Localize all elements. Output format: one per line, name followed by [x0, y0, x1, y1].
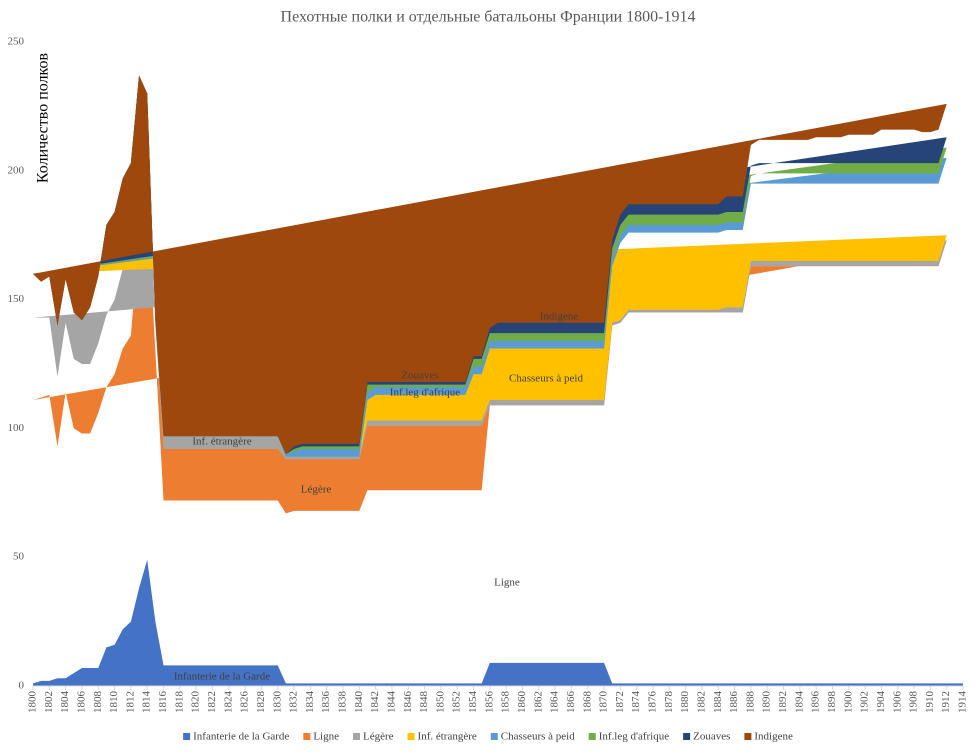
- x-tick-label: 1886: [728, 691, 740, 714]
- x-tick-label: 1814: [141, 691, 153, 714]
- x-tick-label: 1834: [304, 691, 316, 714]
- x-tick-label: 1910: [924, 691, 936, 714]
- legend-label: Inf. étrangère: [418, 731, 477, 743]
- x-tick-label: 1844: [385, 691, 397, 714]
- area: [33, 75, 947, 455]
- x-tick-label: 1804: [59, 691, 71, 714]
- area-label: Chasseurs à peid: [509, 373, 583, 385]
- legend-label: Chasseurs à peid: [501, 731, 575, 743]
- y-tick-label: 200: [8, 164, 25, 176]
- x-tick-label: 1800: [27, 691, 39, 714]
- chart-title: Пехотные полки и отдельные батальоны Фра…: [281, 9, 696, 26]
- x-tick-label: 1832: [288, 691, 300, 713]
- x-tick-label: 1852: [451, 691, 463, 713]
- x-tick-label: 1836: [320, 691, 332, 714]
- legend-label: Indigene: [754, 731, 793, 743]
- x-tick-label: 1882: [695, 691, 707, 713]
- y-tick-label: 150: [8, 293, 25, 305]
- x-tick-label: 1858: [500, 691, 512, 714]
- x-tick-label: 1874: [630, 691, 642, 714]
- x-tick-label: 1912: [940, 691, 952, 713]
- y-tick-label: 0: [19, 680, 25, 692]
- x-tick-label: 1900: [842, 691, 854, 714]
- x-tick-label: 1878: [663, 691, 675, 714]
- x-tick-label: 1880: [679, 691, 691, 714]
- x-tick-label: 1830: [271, 691, 283, 714]
- legend-swatch: [183, 733, 191, 740]
- area-label: Légère: [301, 484, 332, 496]
- x-tick-label: 1870: [598, 691, 610, 714]
- x-tick-label: 1808: [92, 691, 104, 714]
- x-tick-label: 1810: [108, 691, 120, 714]
- x-tick-label: 1820: [190, 691, 202, 714]
- legend: Infanterie de la Garde Ligne Légère Inf. ét…: [183, 731, 793, 743]
- legend-swatch: [353, 733, 360, 740]
- area: [33, 559, 963, 686]
- x-tick-label: 1806: [75, 691, 87, 714]
- area-label: Inf.leg d'afrique: [390, 387, 461, 399]
- area-label: Ligne: [494, 577, 520, 589]
- legend-label: Zouaves: [693, 731, 730, 743]
- x-tick-label: 1884: [712, 691, 724, 714]
- legend-label: Infanterie de la Garde: [193, 731, 289, 743]
- y-tick-label: 50: [13, 551, 25, 563]
- x-tick-label: 1868: [581, 691, 593, 714]
- x-tick-label: 1840: [353, 691, 365, 714]
- y-tick-label: 250: [8, 36, 25, 48]
- x-tick-label: 1862: [532, 691, 544, 713]
- x-tick-label: 1908: [908, 691, 920, 714]
- x-tick-label: 1850: [434, 691, 446, 714]
- x-tick-label: 1822: [206, 691, 218, 713]
- x-tick-label: 1914: [957, 691, 969, 714]
- x-tick-label: 1894: [793, 691, 805, 714]
- legend-swatch: [744, 733, 752, 740]
- x-tick-label: 1906: [891, 691, 903, 714]
- x-tick-label: 1846: [402, 691, 414, 714]
- x-tick-label: 1848: [418, 691, 430, 714]
- x-tick-label: 1802: [43, 691, 55, 713]
- legend-swatch: [683, 733, 691, 740]
- x-tick-label: 1892: [777, 691, 789, 713]
- y-tick-label: 100: [8, 422, 25, 434]
- area-label: Infanterie de la Garde: [174, 671, 270, 683]
- legend-label: Ligne: [313, 731, 339, 743]
- x-tick-label: 1860: [516, 691, 528, 714]
- x-tick-label: 1872: [614, 691, 626, 713]
- area-label: Inf. étrangère: [192, 436, 251, 448]
- x-tick-label: 1890: [761, 691, 773, 714]
- x-tick-label: 1876: [647, 691, 659, 714]
- x-tick-label: 1854: [467, 691, 479, 714]
- legend-swatch: [588, 733, 596, 740]
- x-tick-label: 1828: [255, 691, 267, 714]
- x-tick-label: 1898: [826, 691, 838, 714]
- x-tick-label: 1896: [810, 691, 822, 714]
- x-tick-label: 1816: [157, 691, 169, 714]
- x-tick-label: 1866: [565, 691, 577, 714]
- legend-label: Inf.leg d'afrique: [599, 731, 670, 743]
- x-tick-label: 1904: [875, 691, 887, 714]
- x-tick-label: 1856: [483, 691, 495, 714]
- x-tick-label: 1826: [239, 691, 251, 714]
- legend-label: Légère: [363, 731, 394, 743]
- x-tick-label: 1842: [369, 691, 381, 713]
- x-tick-label: 1812: [124, 691, 136, 713]
- x-tick-label: 1888: [744, 691, 756, 714]
- x-tick-label: 1824: [222, 691, 234, 714]
- area-label: Indigene: [540, 311, 579, 323]
- area-label: Zouaves: [401, 370, 438, 382]
- x-tick-label: 1818: [173, 691, 185, 714]
- x-tick-label: 1902: [859, 691, 871, 713]
- x-tick-label: 1838: [337, 691, 349, 714]
- legend-swatch: [303, 733, 311, 740]
- x-tick-label: 1864: [549, 691, 561, 714]
- legend-swatch: [490, 733, 498, 740]
- legend-swatch: [407, 733, 415, 740]
- y-axis-label: Количество полков: [35, 52, 52, 183]
